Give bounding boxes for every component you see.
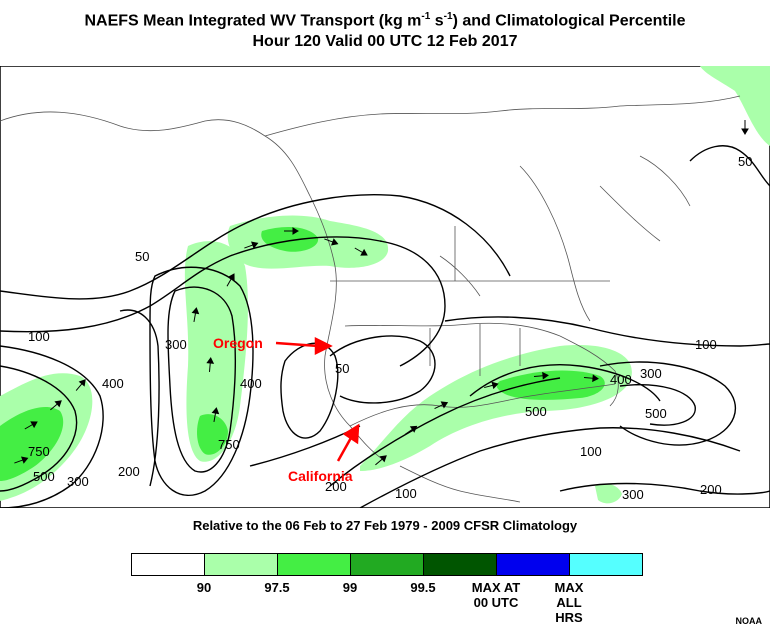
geography — [0, 95, 741, 503]
tick-99.5: 99.5 — [410, 580, 436, 595]
contour-label-400-b: 400 — [240, 376, 262, 391]
contour-label-100-c: 100 — [695, 337, 717, 352]
swatch-max-00utc — [497, 554, 570, 575]
label-oregon: Oregon — [213, 335, 263, 351]
annotation-arrows — [275, 336, 360, 462]
contour-label-100-d: 100 — [580, 444, 602, 459]
contour-labels: 50 100 200 300 300 400 400 500 750 750 5… — [28, 154, 752, 502]
contour-label-300-b: 300 — [165, 337, 187, 352]
tick-99: 99 — [342, 580, 358, 595]
contour-label-400-c: 400 — [610, 372, 632, 387]
contour-label-200-c: 200 — [700, 482, 722, 497]
transport-vectors — [14, 120, 749, 466]
contour-label-200-b: 200 — [325, 479, 347, 494]
contour-label-200: 200 — [118, 464, 140, 479]
label-california: California — [288, 468, 353, 484]
contour-label-750: 750 — [28, 444, 50, 459]
tick-max-00utc: MAX AT 00 UTC — [471, 580, 521, 610]
swatch-97.5-99 — [278, 554, 351, 575]
percentile-colorbar — [131, 553, 643, 576]
ivt-map: 50 100 200 300 300 400 400 500 750 750 5… — [0, 66, 770, 508]
swatch-99-99.5 — [351, 554, 424, 575]
swatch-99.5-max — [424, 554, 497, 575]
swatch-below-90 — [132, 554, 205, 575]
contour-label-50: 50 — [135, 249, 149, 264]
tick-90: 90 — [196, 580, 212, 595]
contour-label-750-b: 750 — [218, 437, 240, 452]
contour-label-400: 400 — [102, 376, 124, 391]
contour-label-300-c: 300 — [640, 366, 662, 381]
contour-label-50-b: 50 — [335, 361, 349, 376]
contour-label-500-b: 500 — [525, 404, 547, 419]
contour-label-100-b: 100 — [395, 486, 417, 501]
swatch-max-all-hrs — [570, 554, 642, 575]
credit: NOAA — [735, 616, 763, 626]
contour-label-100: 100 — [28, 329, 50, 344]
swatch-90-97.5 — [205, 554, 278, 575]
contour-label-300: 300 — [67, 474, 89, 489]
ivt-contours — [0, 145, 770, 508]
contour-label-300-d: 300 — [622, 487, 644, 502]
contour-label-50-c: 50 — [738, 154, 752, 169]
tick-97.5: 97.5 — [264, 580, 290, 595]
contour-label-500: 500 — [33, 469, 55, 484]
map-subtitle: Hour 120 Valid 00 UTC 12 Feb 2017 — [252, 33, 518, 50]
climatology-note: Relative to the 06 Feb to 27 Feb 1979 - … — [192, 518, 578, 533]
contour-label-500-c: 500 — [645, 406, 667, 421]
tick-max-all-hrs: MAX ALL HRS — [554, 580, 584, 625]
map-title: NAEFS Mean Integrated WV Transport (kg m… — [84, 11, 686, 30]
